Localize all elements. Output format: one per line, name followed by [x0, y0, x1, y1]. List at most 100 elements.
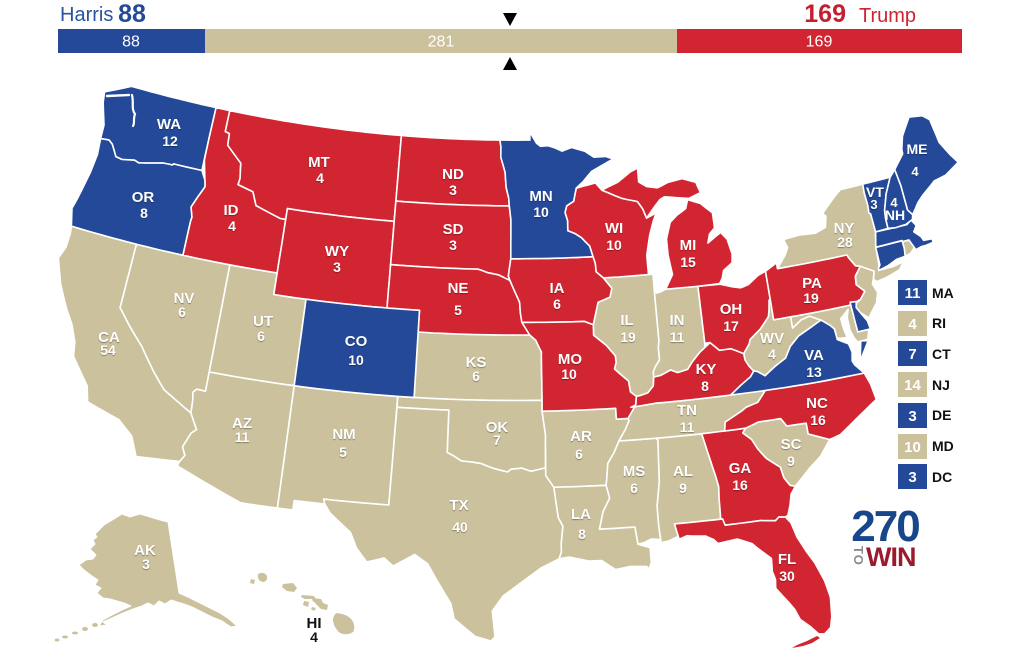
- svg-text:MA: MA: [932, 285, 954, 301]
- svg-text:KS: KS: [466, 354, 487, 371]
- svg-text:MD: MD: [932, 438, 954, 454]
- svg-text:OR: OR: [132, 189, 155, 206]
- svg-text:AK: AK: [134, 542, 156, 559]
- svg-text:Trump: Trump: [859, 5, 916, 27]
- svg-text:4: 4: [911, 164, 919, 179]
- svg-text:MO: MO: [558, 351, 582, 368]
- svg-text:3: 3: [908, 469, 916, 486]
- svg-text:MT: MT: [308, 154, 330, 171]
- svg-text:6: 6: [575, 446, 583, 462]
- svg-text:SD: SD: [443, 221, 464, 238]
- svg-text:OH: OH: [720, 301, 743, 318]
- svg-text:AR: AR: [570, 428, 592, 445]
- svg-text:11: 11: [680, 419, 695, 435]
- svg-text:ND: ND: [442, 166, 464, 183]
- svg-text:281: 281: [428, 34, 455, 51]
- svg-text:MS: MS: [623, 463, 646, 480]
- svg-text:4: 4: [228, 218, 236, 234]
- svg-text:3: 3: [870, 197, 877, 212]
- svg-text:9: 9: [679, 480, 687, 496]
- svg-text:3: 3: [908, 408, 916, 425]
- svg-text:40: 40: [452, 519, 468, 535]
- svg-text:3: 3: [333, 259, 341, 275]
- svg-text:UT: UT: [253, 313, 273, 330]
- svg-text:FL: FL: [778, 551, 796, 568]
- svg-text:6: 6: [472, 368, 480, 384]
- svg-text:17: 17: [723, 318, 739, 334]
- svg-text:TX: TX: [449, 497, 468, 514]
- svg-text:9: 9: [787, 453, 795, 469]
- svg-text:Harris: Harris: [60, 4, 113, 26]
- svg-text:4: 4: [908, 316, 917, 333]
- svg-text:3: 3: [142, 556, 150, 572]
- svg-text:CA: CA: [98, 329, 120, 346]
- svg-text:NJ: NJ: [932, 377, 950, 393]
- svg-text:DC: DC: [932, 469, 952, 485]
- svg-text:7: 7: [908, 346, 916, 363]
- svg-text:30: 30: [779, 568, 795, 584]
- svg-text:IL: IL: [620, 312, 633, 329]
- svg-text:8: 8: [701, 378, 709, 394]
- svg-text:4: 4: [310, 629, 318, 645]
- svg-text:3: 3: [449, 237, 457, 253]
- svg-text:AL: AL: [673, 463, 693, 480]
- svg-text:8: 8: [140, 205, 148, 221]
- svg-text:169: 169: [804, 0, 846, 28]
- svg-text:HI: HI: [307, 615, 322, 632]
- svg-text:NE: NE: [448, 280, 469, 297]
- svg-text:19: 19: [620, 329, 636, 345]
- svg-text:10: 10: [606, 237, 622, 253]
- svg-text:MI: MI: [680, 237, 697, 254]
- svg-text:6: 6: [178, 304, 186, 320]
- svg-text:10: 10: [348, 352, 364, 368]
- svg-text:NH: NH: [885, 207, 905, 223]
- svg-text:NY: NY: [834, 220, 855, 237]
- svg-text:88: 88: [118, 0, 146, 28]
- svg-text:6: 6: [257, 328, 265, 344]
- svg-text:6: 6: [553, 296, 561, 312]
- svg-text:169: 169: [806, 34, 833, 51]
- svg-text:WI: WI: [605, 220, 623, 237]
- svg-text:ID: ID: [224, 202, 239, 219]
- svg-text:OK: OK: [486, 419, 509, 436]
- svg-text:RI: RI: [932, 315, 946, 331]
- svg-text:11: 11: [235, 429, 250, 445]
- svg-text:11: 11: [670, 329, 685, 345]
- svg-text:WY: WY: [325, 243, 349, 260]
- svg-text:28: 28: [837, 234, 853, 250]
- svg-text:CT: CT: [932, 346, 951, 362]
- svg-text:CO: CO: [345, 333, 368, 350]
- svg-text:NV: NV: [174, 290, 195, 307]
- svg-text:10: 10: [904, 439, 921, 456]
- svg-text:54: 54: [100, 342, 116, 358]
- svg-text:NC: NC: [806, 395, 828, 412]
- svg-text:LA: LA: [571, 506, 591, 523]
- svg-text:ME: ME: [907, 141, 928, 157]
- svg-text:AZ: AZ: [232, 415, 252, 432]
- svg-text:16: 16: [810, 412, 826, 428]
- svg-text:WA: WA: [157, 116, 181, 133]
- svg-text:12: 12: [162, 133, 178, 149]
- svg-text:VA: VA: [804, 347, 824, 364]
- svg-text:7: 7: [493, 432, 501, 448]
- svg-text:DE: DE: [932, 407, 951, 423]
- svg-text:6: 6: [630, 480, 638, 496]
- svg-text:GA: GA: [729, 460, 752, 477]
- svg-text:TN: TN: [677, 402, 697, 419]
- svg-text:270: 270: [851, 502, 919, 551]
- svg-text:4: 4: [316, 170, 324, 186]
- svg-text:4: 4: [890, 195, 898, 210]
- svg-text:11: 11: [905, 285, 921, 302]
- svg-text:IN: IN: [670, 312, 685, 329]
- svg-text:IA: IA: [550, 280, 565, 297]
- svg-text:WIN: WIN: [866, 542, 915, 572]
- svg-text:TO: TO: [851, 546, 866, 566]
- svg-text:8: 8: [578, 526, 586, 542]
- svg-text:VT: VT: [866, 184, 884, 200]
- svg-text:5: 5: [339, 444, 347, 460]
- svg-text:19: 19: [803, 290, 819, 306]
- svg-text:PA: PA: [802, 275, 822, 292]
- svg-text:10: 10: [533, 204, 549, 220]
- svg-text:WV: WV: [760, 330, 784, 347]
- svg-text:NM: NM: [332, 426, 355, 443]
